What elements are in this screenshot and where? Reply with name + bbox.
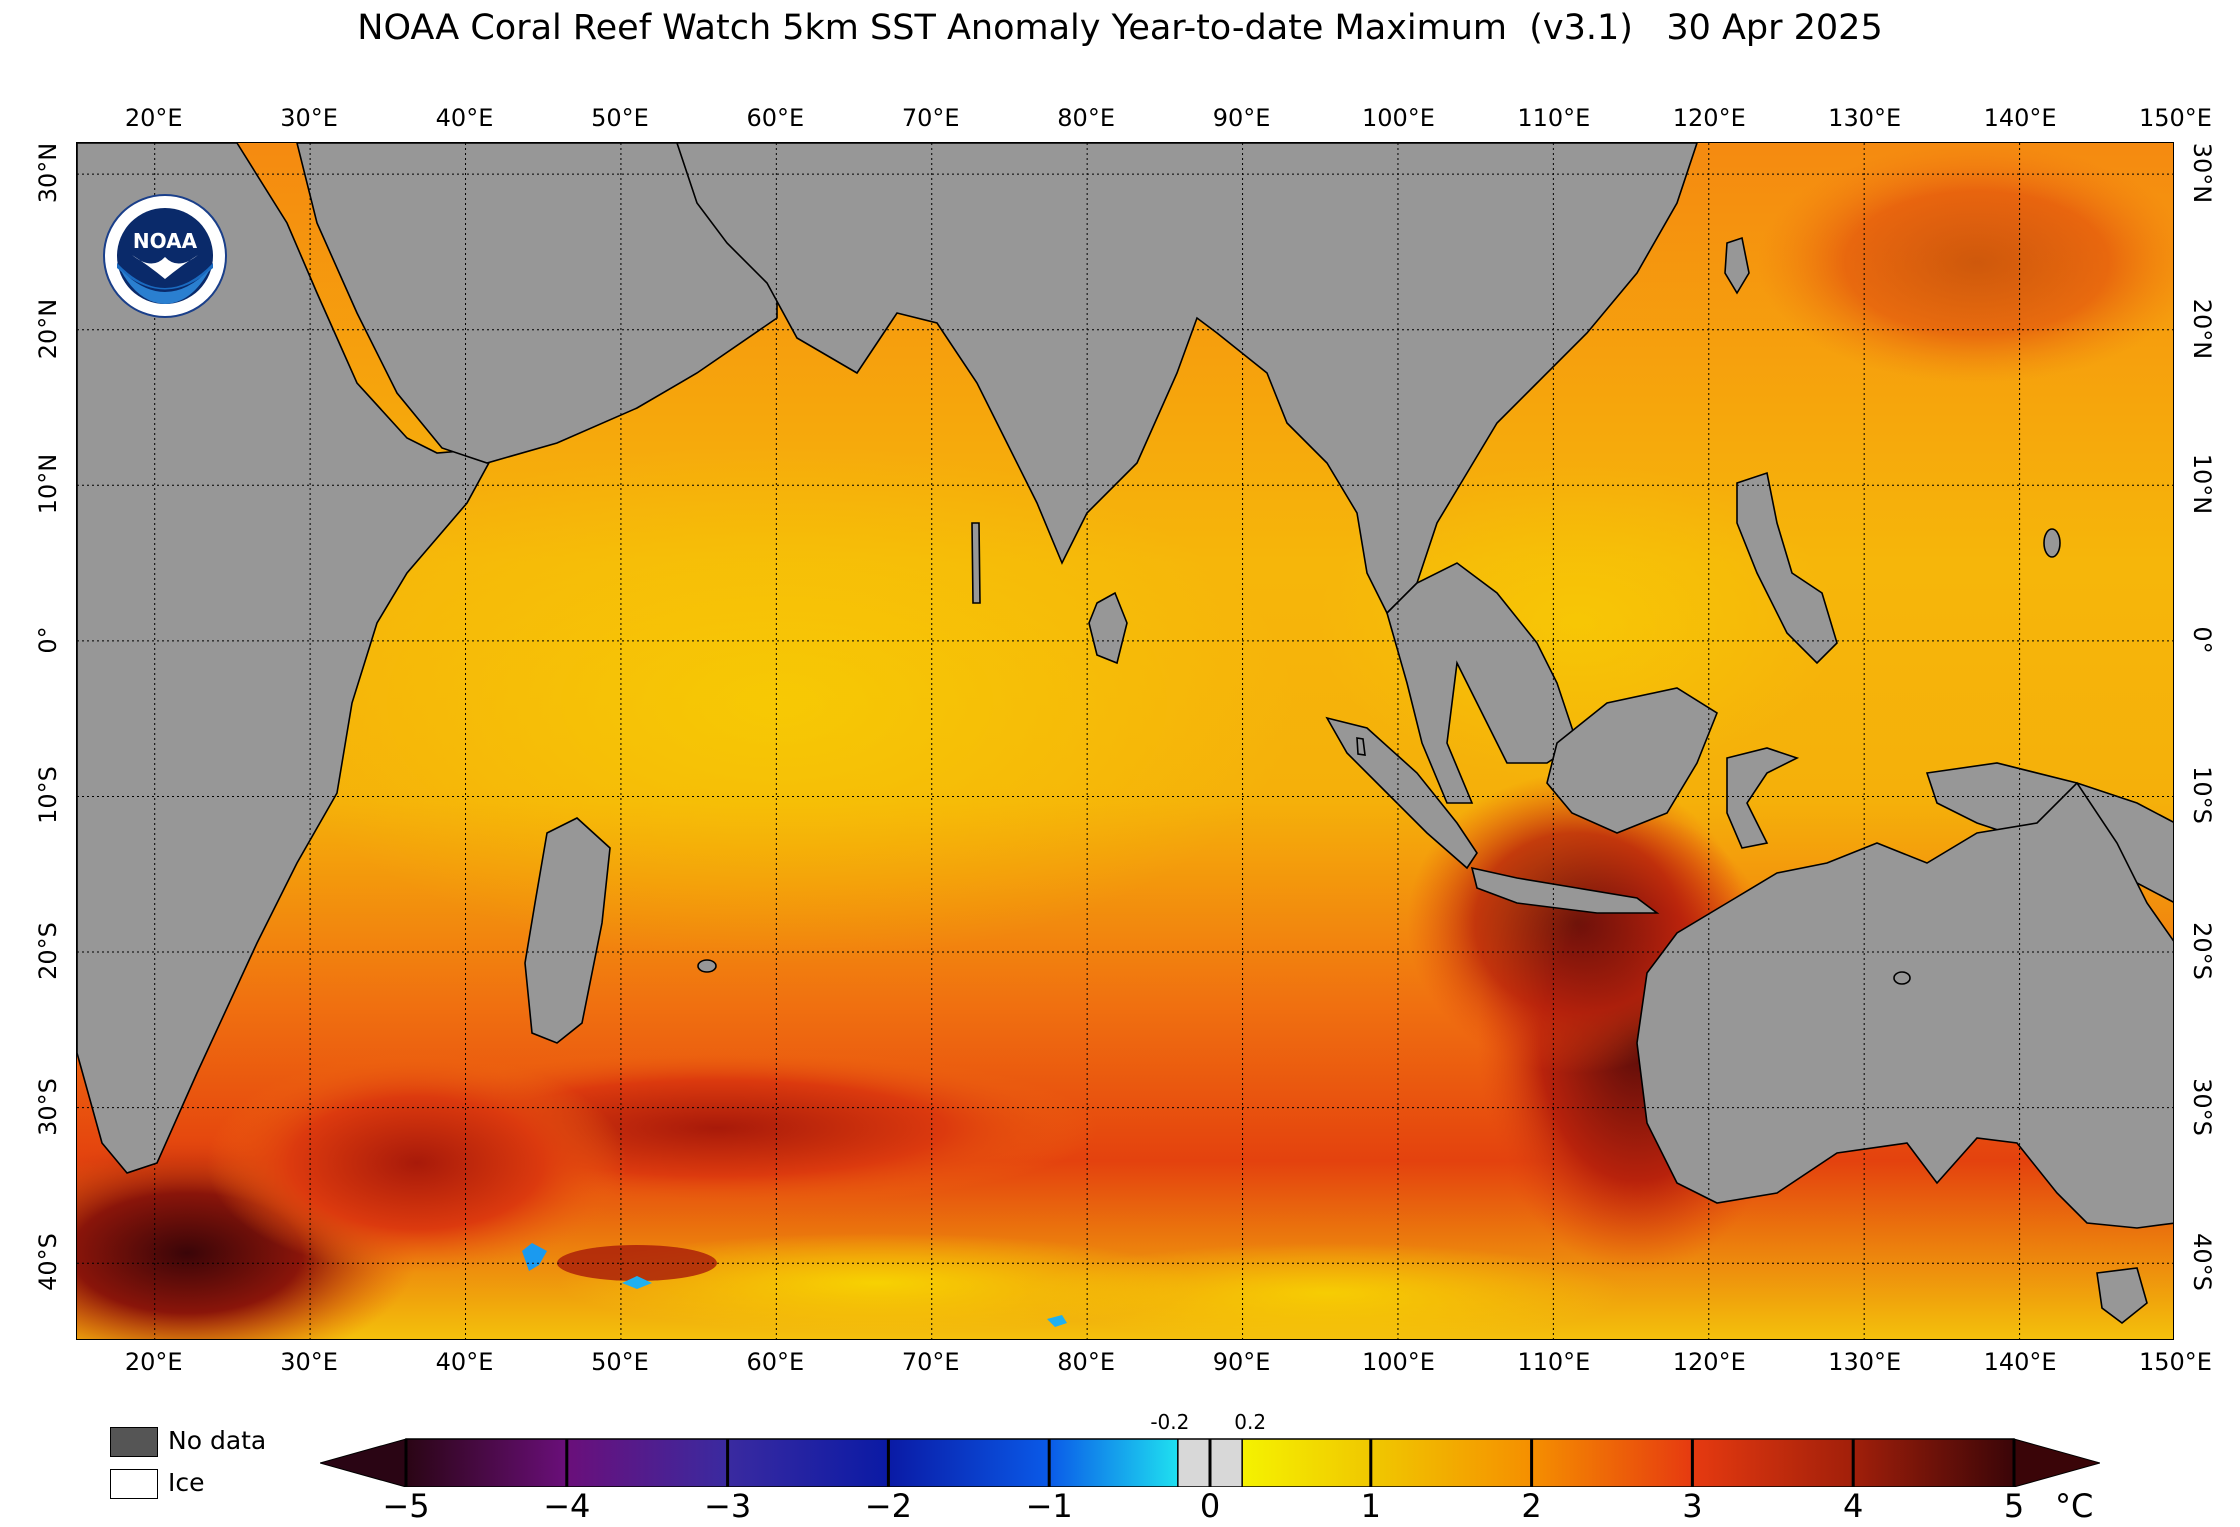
- colorbar-segment: [1177, 1439, 1210, 1487]
- lon-label-bottom: 150°E: [2139, 1348, 2212, 1376]
- lat-label-right: 30°N: [2188, 142, 2216, 204]
- colorbar-small-tick-label: -0.2: [1150, 1410, 1190, 1434]
- lon-label-top: 70°E: [901, 104, 960, 132]
- colorbar-high-arrow: [2013, 1438, 2100, 1487]
- land-masses: [77, 143, 2173, 1325]
- colorbar-segment: [1210, 1439, 1243, 1487]
- lon-label-top: 150°E: [2139, 104, 2212, 132]
- noaa-logo-icon: NOAA: [103, 194, 227, 318]
- colorbar-unit-label: °C: [2055, 1487, 2094, 1525]
- lat-label-right: 0°: [2188, 626, 2216, 654]
- colorbar-small-tick-label: 0.2: [1234, 1410, 1267, 1434]
- colorbar-segment: [1692, 1439, 1854, 1487]
- colorbar-segment: [1853, 1439, 2014, 1487]
- lat-label-left: 30°S: [34, 1077, 62, 1136]
- lon-label-bottom: 120°E: [1672, 1348, 1746, 1376]
- lon-label-bottom: 140°E: [1983, 1348, 2057, 1376]
- lon-label-bottom: 30°E: [280, 1348, 338, 1376]
- lat-label-left: 10°N: [34, 454, 62, 515]
- lon-label-top: 60°E: [746, 104, 805, 132]
- lat-label-left: 30°N: [34, 142, 62, 204]
- ice-swatch: [110, 1469, 158, 1499]
- lon-label-bottom: 50°E: [591, 1348, 649, 1376]
- colorbar-segment: [1049, 1439, 1178, 1487]
- lon-label-top: 110°E: [1517, 104, 1591, 132]
- lon-label-bottom: 110°E: [1517, 1348, 1591, 1376]
- lat-label-right: 20°N: [2188, 298, 2216, 359]
- lat-label-left: 40°S: [34, 1233, 62, 1292]
- colorbar-segment: [1242, 1439, 1371, 1487]
- colorbar-tick-label: 0: [1199, 1487, 1221, 1525]
- lat-label-right: 20°S: [2188, 922, 2216, 980]
- lon-label-top: 140°E: [1983, 104, 2057, 132]
- ice-label: Ice: [168, 1468, 205, 1497]
- lon-label-top: 100°E: [1361, 104, 1435, 132]
- lon-label-top: 120°E: [1672, 104, 1746, 132]
- sst-anomaly-map: [76, 142, 2174, 1340]
- map-title: NOAA Coral Reef Watch 5km SST Anomaly Ye…: [357, 8, 1883, 48]
- colorbar-segment: [1531, 1439, 1693, 1487]
- colorbar-tick-label: −5: [382, 1487, 430, 1525]
- logo-text: NOAA: [133, 229, 198, 253]
- lat-label-left: 0°: [34, 626, 62, 654]
- lon-label-top: 80°E: [1057, 104, 1115, 132]
- colorbar-tick-label: 3: [1682, 1487, 1703, 1525]
- lon-label-bottom: 70°E: [901, 1348, 960, 1376]
- colorbar: [320, 1438, 2100, 1487]
- lat-label-right: 10°S: [2188, 766, 2216, 825]
- lon-label-bottom: 60°E: [746, 1348, 805, 1376]
- lon-label-bottom: 100°E: [1361, 1348, 1435, 1376]
- colorbar-segment: [566, 1439, 728, 1487]
- colorbar-tick-label: 4: [1843, 1487, 1864, 1525]
- colorbar-frame: [405, 1438, 2015, 1487]
- colorbar-segment: [727, 1439, 889, 1487]
- lat-label-left: 10°S: [34, 766, 62, 825]
- colorbar-tick-label: −2: [864, 1487, 912, 1525]
- no-data-label: No data: [168, 1426, 267, 1455]
- lon-label-top: 130°E: [1828, 104, 1902, 132]
- lat-label-right: 30°S: [2188, 1077, 2216, 1136]
- lat-label-left: 20°S: [34, 922, 62, 980]
- lat-label-right: 40°S: [2188, 1233, 2216, 1292]
- colorbar-segment: [1370, 1439, 1532, 1487]
- colorbar-low-arrow: [320, 1438, 407, 1487]
- colorbar-tick-label: 2: [1521, 1487, 1542, 1525]
- lon-label-top: 50°E: [591, 104, 649, 132]
- lat-label-right: 10°N: [2188, 454, 2216, 515]
- lon-label-bottom: 80°E: [1057, 1348, 1115, 1376]
- colorbar-tick-label: 5: [2003, 1487, 2025, 1525]
- lon-label-top: 40°E: [435, 104, 494, 132]
- lon-label-bottom: 40°E: [435, 1348, 494, 1376]
- lon-label-bottom: 90°E: [1212, 1348, 1271, 1376]
- lat-label-left: 20°N: [34, 298, 62, 359]
- lon-label-top: 30°E: [280, 104, 338, 132]
- lon-label-bottom: 130°E: [1828, 1348, 1902, 1376]
- colorbar-tick-label: −1: [1025, 1487, 1073, 1525]
- lon-label-top: 90°E: [1212, 104, 1271, 132]
- colorbar-tick-label: −4: [543, 1487, 591, 1525]
- lon-label-top: 20°E: [124, 104, 183, 132]
- colorbar-segment: [888, 1439, 1050, 1487]
- colorbar-tick-label: 1: [1360, 1487, 1381, 1525]
- colorbar-segment: [406, 1439, 567, 1487]
- colorbar-tick-label: −3: [704, 1487, 752, 1525]
- lon-label-bottom: 20°E: [124, 1348, 183, 1376]
- no-data-swatch: [110, 1427, 158, 1457]
